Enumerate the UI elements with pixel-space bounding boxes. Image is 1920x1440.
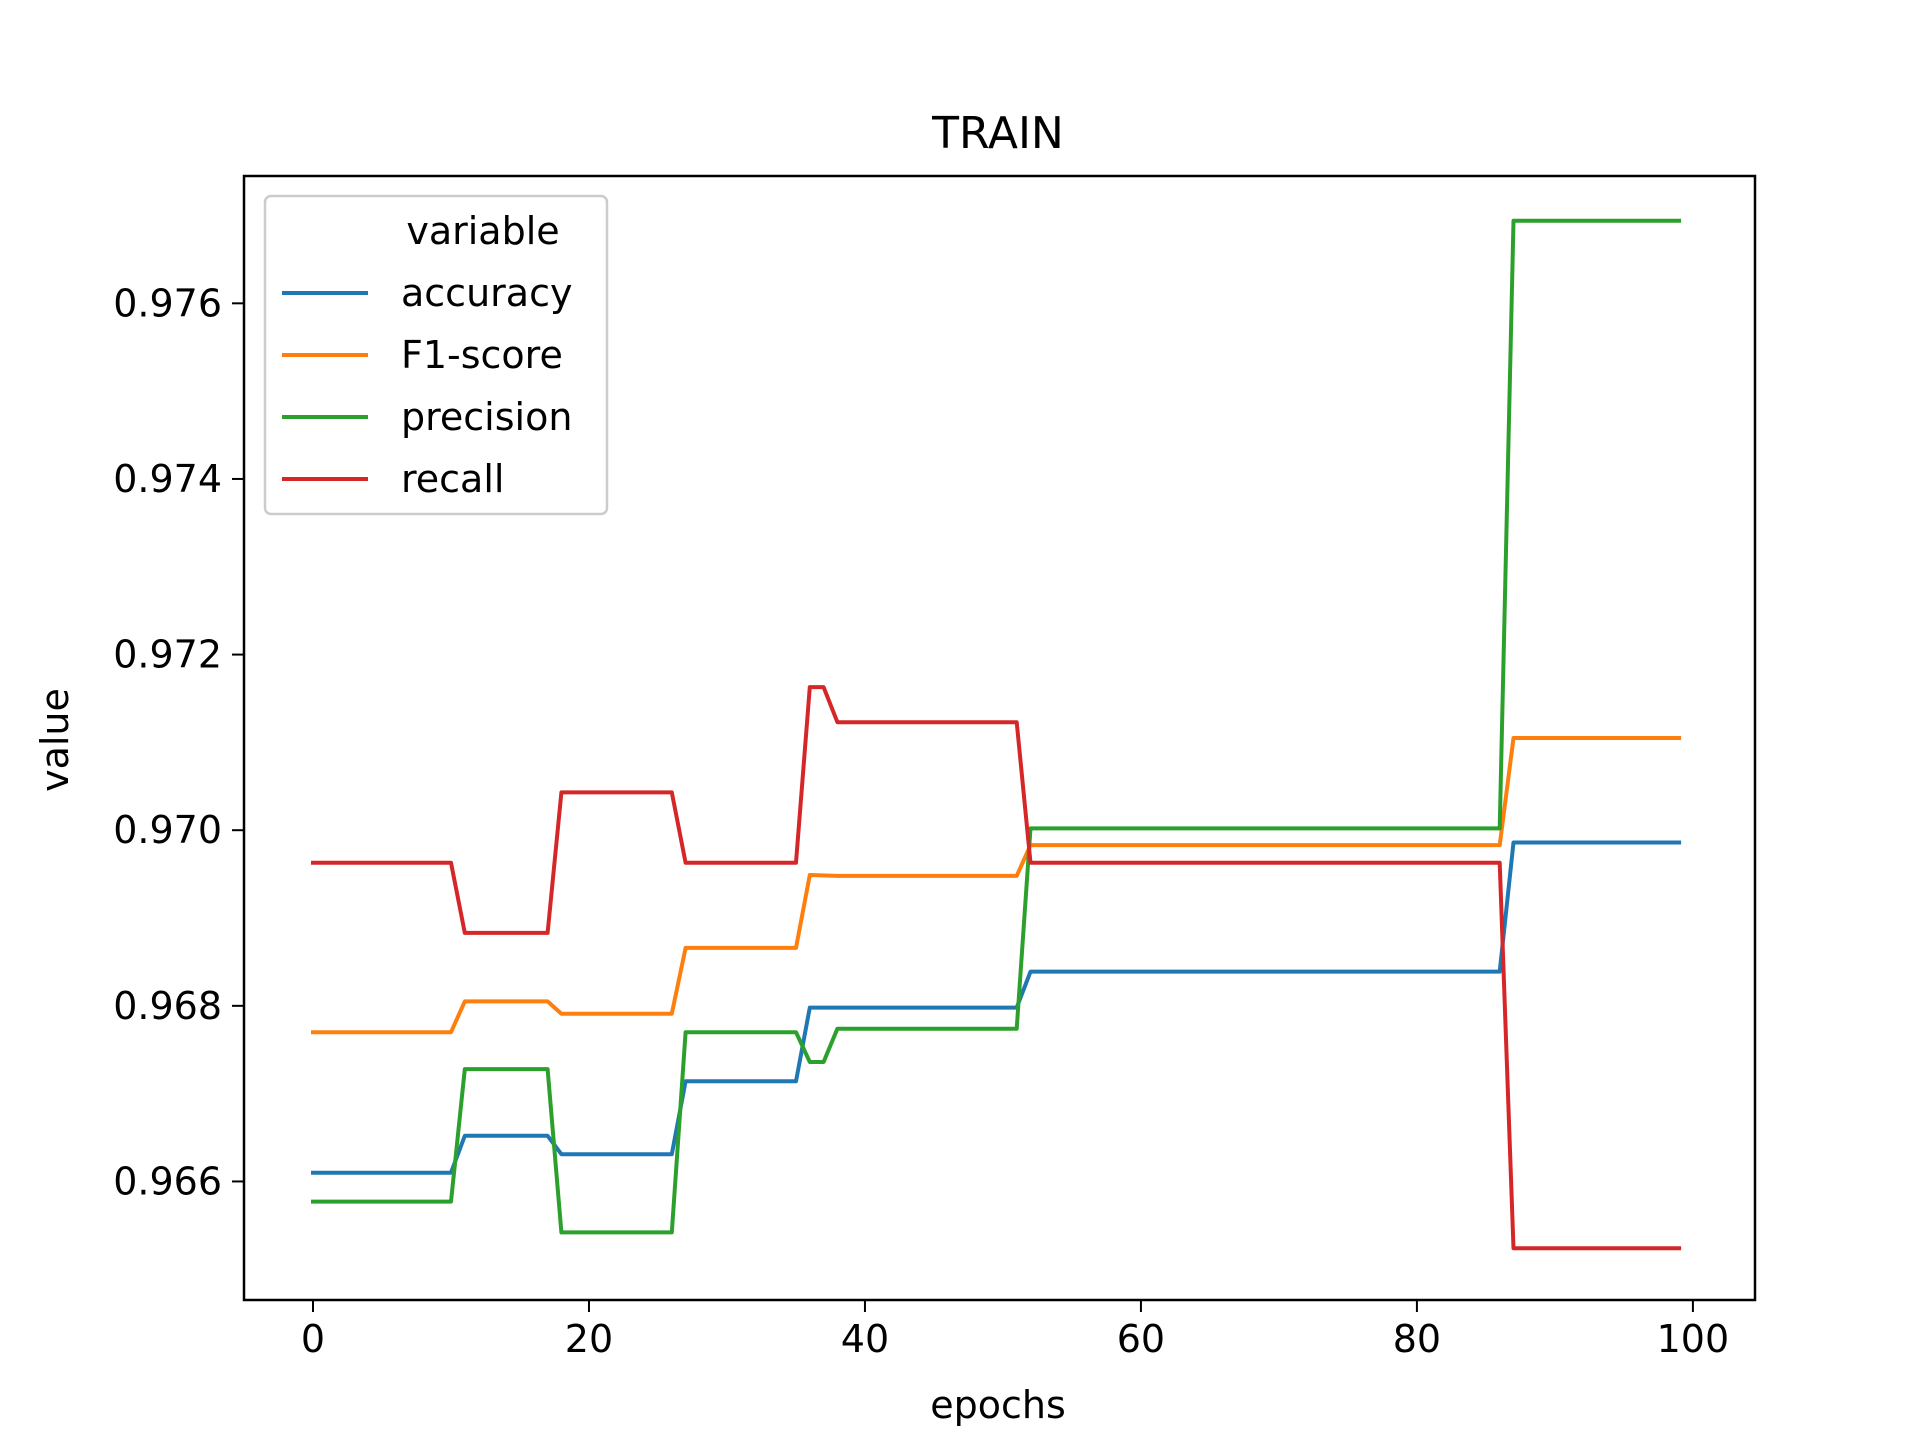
axes-frame <box>242 174 1757 1302</box>
plot-area <box>311 218 1682 1251</box>
y-tick-label: 0.976 <box>113 281 222 325</box>
y-tick-label: 0.974 <box>113 457 222 501</box>
x-tick-label: 40 <box>841 1317 889 1361</box>
series-line-f1-score <box>311 736 1682 1035</box>
x-tick-label: 100 <box>1657 1317 1730 1361</box>
x-tick-label: 60 <box>1117 1317 1165 1361</box>
x-tick-label: 0 <box>301 1317 325 1361</box>
x-axis-label: epochs <box>930 1383 1066 1427</box>
axes: 0 20 40 60 80 100 0.966 0.968 0.970 0.972 0.974 0.9… <box>113 174 1757 1361</box>
x-tick-label: 80 <box>1393 1317 1441 1361</box>
series-line-accuracy <box>311 840 1682 1175</box>
series-line-precision <box>311 218 1682 1235</box>
y-tick-label: 0.968 <box>113 984 222 1028</box>
legend-label-recall: recall <box>401 457 504 501</box>
legend-box <box>263 194 609 516</box>
x-tick-label: 20 <box>565 1317 613 1361</box>
series-line-recall <box>311 685 1682 1251</box>
legend: variable accuracy F1-score precision recall <box>263 194 609 516</box>
legend-label-accuracy: accuracy <box>401 271 572 315</box>
y-tick-label: 0.966 <box>113 1159 222 1203</box>
chart-title: TRAIN <box>931 108 1064 159</box>
y-tick-label: 0.972 <box>113 633 222 677</box>
legend-label-precision: precision <box>401 395 572 439</box>
y-tick-label: 0.970 <box>113 808 222 852</box>
legend-title: variable <box>406 209 559 253</box>
y-axis-label: value <box>33 688 77 792</box>
legend-label-f1-score: F1-score <box>401 333 563 377</box>
